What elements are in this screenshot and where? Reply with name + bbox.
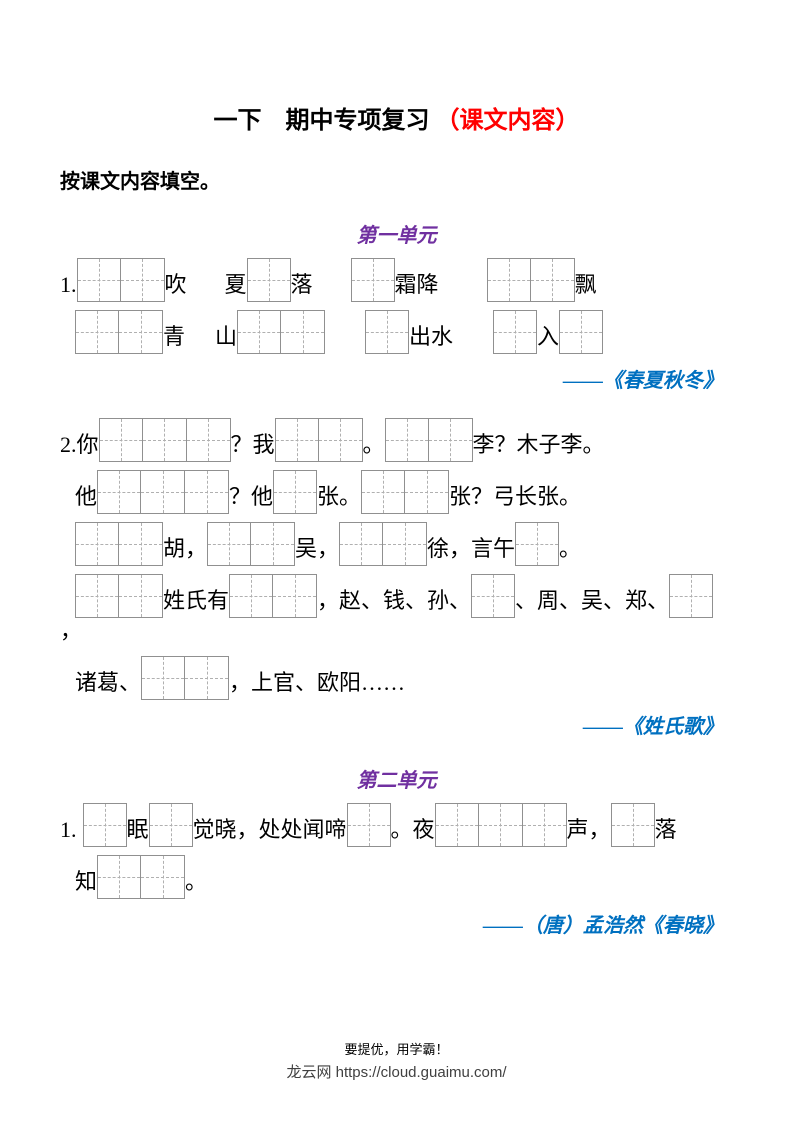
fill-box[interactable] — [75, 310, 163, 354]
fill-box[interactable] — [435, 803, 567, 847]
text: ，上官、欧阳…… — [229, 670, 405, 700]
fill-box[interactable] — [471, 574, 515, 618]
text: 出水 — [409, 324, 453, 354]
fill-box[interactable] — [83, 803, 127, 847]
fill-box[interactable] — [487, 258, 575, 302]
u1q1-line1: 1. 吹 夏 落 霜降 飘 — [60, 258, 733, 302]
fill-box[interactable] — [97, 470, 229, 514]
title-part1: 一下 期中专项复习 — [214, 108, 430, 134]
fill-box[interactable] — [275, 418, 363, 462]
text: 。 — [363, 432, 385, 462]
fill-box[interactable] — [229, 574, 317, 618]
text: 落 — [655, 817, 677, 847]
text: 霜降 — [395, 272, 439, 302]
text: 诸葛、 — [75, 670, 141, 700]
text: 声， — [567, 817, 611, 847]
q-number: 2. — [60, 432, 77, 462]
text: 夏 — [225, 272, 247, 302]
text: 胡， — [163, 536, 207, 566]
fill-box[interactable] — [669, 574, 713, 618]
u1q2-line5: 诸葛、 ，上官、欧阳…… — [60, 656, 733, 700]
source-ref: ——《春夏秋冬》 — [60, 364, 733, 393]
fill-box[interactable] — [141, 656, 229, 700]
u2q1-line1: 1. 眠 觉晓，处处闻啼 。夜 声， 落 — [60, 803, 733, 847]
footer-line1: 要提优，用学霸！ — [0, 1039, 793, 1058]
text: 山 — [215, 324, 237, 354]
text: ？他 — [229, 484, 273, 514]
text: 、周、吴、郑、 — [515, 588, 669, 618]
title-part2: （课文内容） — [436, 108, 580, 134]
fill-box[interactable] — [237, 310, 325, 354]
instruction: 按课文内容填空。 — [60, 165, 733, 194]
footer-line2: 龙云网 https://cloud.guaimu.com/ — [0, 1061, 793, 1082]
text: 眠 — [127, 817, 149, 847]
fill-box[interactable] — [559, 310, 603, 354]
u1q2-line3: 胡， 吴， 徐，言午 。 — [60, 522, 733, 566]
fill-box[interactable] — [77, 258, 165, 302]
fill-box[interactable] — [351, 258, 395, 302]
page-title: 一下 期中专项复习 （课文内容） — [60, 100, 733, 135]
u1q2-line1: 2. 你 ？我 。 李？木子李。 — [60, 418, 733, 462]
fill-box[interactable] — [347, 803, 391, 847]
text: 飘 — [575, 272, 597, 302]
fill-box[interactable] — [361, 470, 449, 514]
text: 觉晓，处处闻啼 — [193, 817, 347, 847]
fill-box[interactable] — [97, 855, 185, 899]
text: 你 — [77, 432, 99, 462]
text: 。 — [559, 536, 581, 566]
fill-box[interactable] — [273, 470, 317, 514]
text: 吹 — [165, 272, 187, 302]
u1q2-line2: 他 ？他 张。 张？弓长张。 — [60, 470, 733, 514]
source-ref: ——（唐）孟浩然《春晓》 — [60, 909, 733, 938]
text: 青 — [163, 324, 185, 354]
fill-box[interactable] — [75, 574, 163, 618]
fill-box[interactable] — [99, 418, 231, 462]
text: 入 — [537, 324, 559, 354]
fill-box[interactable] — [75, 522, 163, 566]
text: ？我 — [231, 432, 275, 462]
text: 李？木子李。 — [473, 432, 605, 462]
worksheet-page: 一下 期中专项复习 （课文内容） 按课文内容填空。 第一单元 1. 吹 夏 落 … — [0, 0, 793, 1003]
unit2-heading: 第二单元 — [60, 764, 733, 793]
fill-box[interactable] — [493, 310, 537, 354]
fill-box[interactable] — [611, 803, 655, 847]
fill-box[interactable] — [247, 258, 291, 302]
text: 吴， — [295, 536, 339, 566]
fill-box[interactable] — [207, 522, 295, 566]
text: ，赵、钱、孙、 — [317, 588, 471, 618]
q-number: 1. — [60, 272, 77, 302]
text: 知 — [75, 869, 97, 899]
u2q1-line2: 知 。 — [60, 855, 733, 899]
q-number: 1. — [60, 817, 77, 847]
fill-box[interactable] — [515, 522, 559, 566]
text: 他 — [75, 484, 97, 514]
text: 落 — [291, 272, 313, 302]
text: 。 — [185, 869, 207, 899]
text: 。夜 — [391, 817, 435, 847]
fill-box[interactable] — [385, 418, 473, 462]
unit1-heading: 第一单元 — [60, 219, 733, 248]
text: 徐，言午 — [427, 536, 515, 566]
fill-box[interactable] — [149, 803, 193, 847]
source-ref: ——《姓氏歌》 — [60, 710, 733, 739]
text: 张？弓长张。 — [449, 484, 581, 514]
fill-box[interactable] — [339, 522, 427, 566]
text: ， — [60, 618, 82, 648]
u1q2-line4: 姓氏有 ，赵、钱、孙、 、周、吴、郑、 ， — [60, 574, 733, 648]
text: 张。 — [317, 484, 361, 514]
u1q1-line2: 青 山 出水 入 — [60, 310, 733, 354]
fill-box[interactable] — [365, 310, 409, 354]
text: 姓氏有 — [163, 588, 229, 618]
